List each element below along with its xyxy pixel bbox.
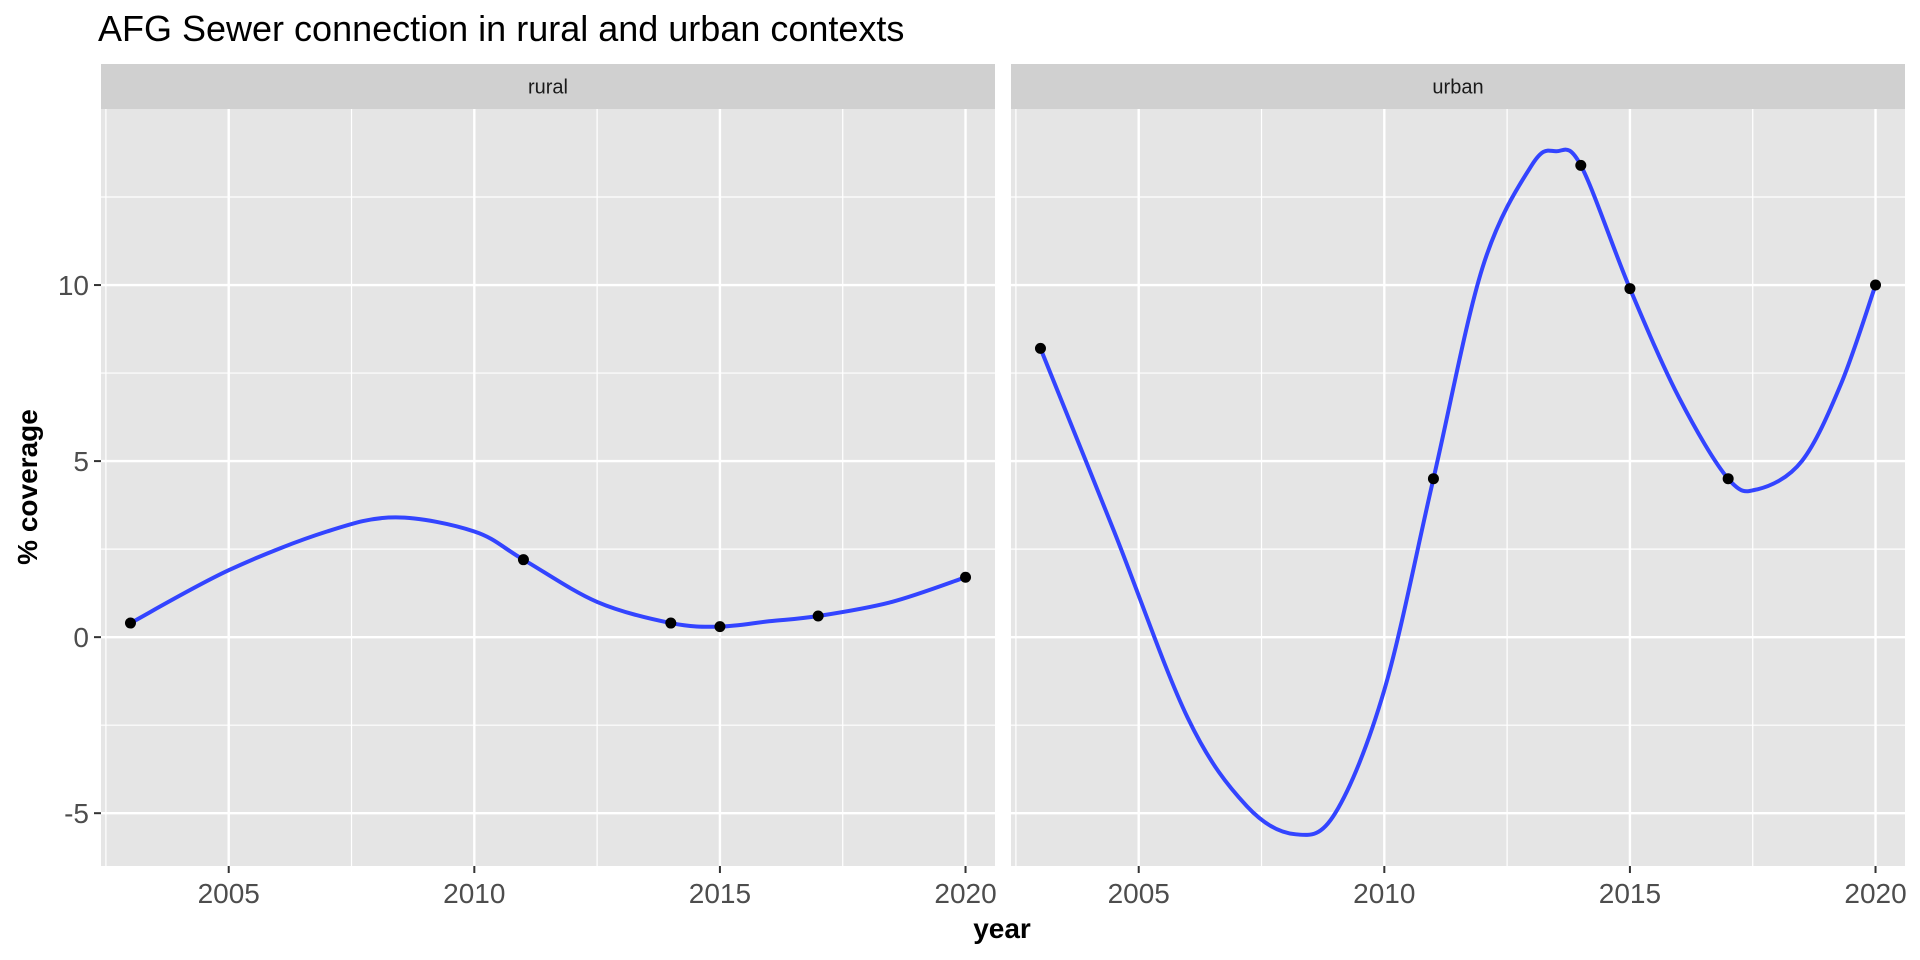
data-point [1624,283,1636,295]
y-tick-label: 5 [73,446,89,477]
data-point [812,610,824,622]
data-point [960,571,972,583]
data-point [714,621,726,633]
facet-strip-label: urban [1432,77,1483,99]
y-tick-label: 0 [73,622,89,653]
data-point [1870,279,1882,291]
facet-strip-urban [1011,64,1905,109]
y-tick-label: -5 [64,798,89,829]
data-point [1034,342,1046,354]
panel-background [101,109,995,866]
data-point [1575,159,1587,171]
facet-strip-label: rural [528,77,568,99]
data-point [1722,473,1734,485]
x-tick-label: 2020 [1844,878,1906,909]
facet-strip-rural [101,64,995,109]
y-axis: -5 0 5 10 [58,270,101,829]
x-tick-label: 2005 [1108,878,1170,909]
x-tick-label: 2010 [443,878,505,909]
chart-title: AFG Sewer connection in rural and urban … [98,8,904,49]
x-tick-label: 2015 [1599,878,1661,909]
x-tick-label: 2010 [1353,878,1415,909]
facet-panels: rural 2005 2010 2015 2020 urban 2005 2010 2015 20… [101,64,1907,909]
facet-panel-rural: rural 2005 2010 2015 2020 [101,64,997,909]
panel-background [1011,109,1905,866]
data-point [665,617,677,629]
y-axis-title: % coverage [12,409,43,565]
data-point [517,554,529,566]
smooth-line-urban [1038,147,1878,837]
x-tick-label: 2005 [198,878,260,909]
facet-panel-urban: urban 2005 2010 2015 2020 [1011,64,1907,909]
data-point [1427,473,1439,485]
x-tick-label: 2020 [934,878,996,909]
x-tick-label: 2015 [689,878,751,909]
y-tick-label: 10 [58,270,89,301]
data-point [124,617,136,629]
x-axis-title: year [973,913,1031,944]
